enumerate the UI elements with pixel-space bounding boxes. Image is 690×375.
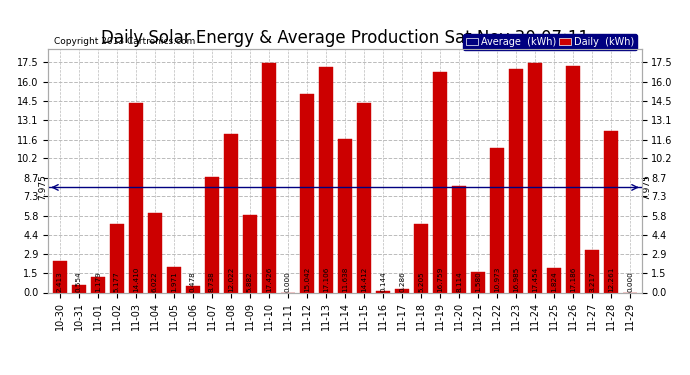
Text: 16.985: 16.985 bbox=[513, 267, 519, 292]
Text: 12.022: 12.022 bbox=[228, 267, 234, 292]
Bar bbox=[91, 277, 105, 292]
Bar bbox=[72, 285, 86, 292]
Bar bbox=[471, 272, 485, 292]
Text: 0.000: 0.000 bbox=[285, 271, 291, 292]
Text: 0.144: 0.144 bbox=[380, 271, 386, 292]
Text: 5.177: 5.177 bbox=[114, 271, 120, 292]
Bar bbox=[300, 94, 314, 292]
Text: 8.114: 8.114 bbox=[456, 271, 462, 292]
Bar bbox=[566, 66, 580, 292]
Bar bbox=[414, 224, 428, 292]
Text: 17.426: 17.426 bbox=[266, 267, 272, 292]
Text: 10.973: 10.973 bbox=[494, 267, 500, 292]
Text: 16.759: 16.759 bbox=[437, 267, 443, 292]
Text: 17.106: 17.106 bbox=[323, 267, 329, 292]
Bar bbox=[262, 63, 276, 292]
Text: 1.580: 1.580 bbox=[475, 271, 481, 292]
Text: 7.975: 7.975 bbox=[642, 174, 651, 200]
Text: 2.413: 2.413 bbox=[57, 271, 63, 292]
Bar bbox=[491, 148, 504, 292]
Text: 17.454: 17.454 bbox=[532, 267, 538, 292]
Bar bbox=[585, 250, 599, 292]
Text: 1.824: 1.824 bbox=[551, 271, 558, 292]
Text: 14.412: 14.412 bbox=[361, 267, 367, 292]
Text: 5.205: 5.205 bbox=[418, 271, 424, 292]
Text: 12.261: 12.261 bbox=[609, 267, 614, 292]
Bar bbox=[129, 103, 143, 292]
Text: 15.042: 15.042 bbox=[304, 267, 310, 292]
Title: Daily Solar Energy & Average Production Sat Nov 30 07:11: Daily Solar Energy & Average Production … bbox=[101, 29, 589, 47]
Text: 0.478: 0.478 bbox=[190, 271, 196, 292]
Bar bbox=[529, 63, 542, 292]
Text: 5.882: 5.882 bbox=[247, 271, 253, 292]
Text: 3.217: 3.217 bbox=[589, 271, 595, 292]
Bar bbox=[243, 215, 257, 292]
Bar bbox=[338, 139, 352, 292]
Bar bbox=[167, 267, 181, 292]
Text: 0.554: 0.554 bbox=[76, 271, 81, 292]
Bar bbox=[395, 289, 409, 292]
Bar bbox=[509, 69, 523, 292]
Bar bbox=[604, 131, 618, 292]
Legend: Average  (kWh), Daily  (kWh): Average (kWh), Daily (kWh) bbox=[464, 34, 637, 50]
Bar bbox=[452, 186, 466, 292]
Bar bbox=[53, 261, 66, 292]
Bar bbox=[547, 268, 561, 292]
Text: Copyright 2013 Cartronics.com: Copyright 2013 Cartronics.com bbox=[55, 38, 195, 46]
Bar bbox=[186, 286, 199, 292]
Bar bbox=[357, 103, 371, 292]
Bar bbox=[433, 72, 447, 292]
Text: 7.975: 7.975 bbox=[39, 174, 48, 200]
Bar bbox=[376, 291, 390, 292]
Text: 11.638: 11.638 bbox=[342, 267, 348, 292]
Text: 17.186: 17.186 bbox=[570, 267, 576, 292]
Bar bbox=[110, 224, 124, 292]
Bar bbox=[224, 134, 238, 292]
Bar bbox=[205, 177, 219, 292]
Text: 6.022: 6.022 bbox=[152, 271, 158, 292]
Bar bbox=[148, 213, 161, 292]
Text: 1.971: 1.971 bbox=[171, 271, 177, 292]
Text: 1.179: 1.179 bbox=[95, 271, 101, 292]
Bar bbox=[319, 67, 333, 292]
Text: 0.286: 0.286 bbox=[399, 271, 405, 292]
Text: 0.000: 0.000 bbox=[627, 271, 633, 292]
Text: 8.738: 8.738 bbox=[209, 271, 215, 292]
Text: 14.410: 14.410 bbox=[132, 267, 139, 292]
